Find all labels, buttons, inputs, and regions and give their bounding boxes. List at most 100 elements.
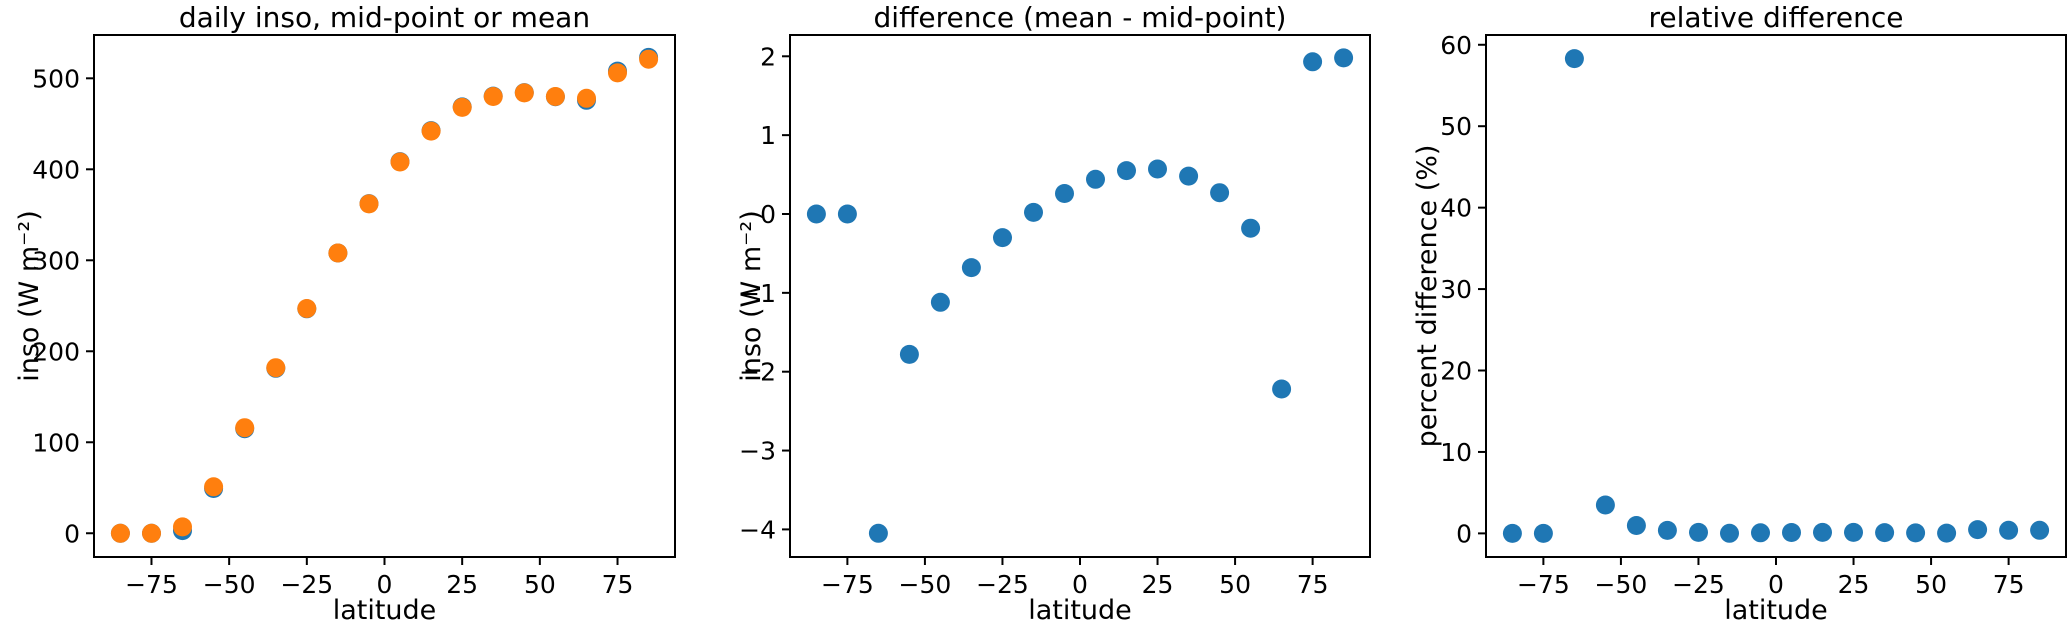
chart1-title: daily inso, mid-point or mean bbox=[178, 1, 591, 34]
data-point bbox=[961, 258, 981, 278]
y-tick-label: 50 bbox=[1440, 112, 1472, 141]
data-point bbox=[328, 243, 348, 263]
y-tick-label: 200 bbox=[32, 337, 80, 366]
x-tick-label: −25 bbox=[1672, 570, 1725, 599]
x-tick-label: −50 bbox=[899, 570, 952, 599]
data-point bbox=[266, 358, 286, 378]
data-point bbox=[1179, 166, 1199, 186]
x-tick-label: −75 bbox=[125, 570, 178, 599]
x-tick-label: 75 bbox=[602, 570, 634, 599]
data-point bbox=[1657, 520, 1677, 540]
chart2-xlabel: latitude bbox=[1028, 595, 1132, 626]
data-point bbox=[1875, 523, 1895, 543]
y-tick-label: 2 bbox=[760, 42, 776, 71]
y-tick-label: 300 bbox=[32, 246, 80, 275]
data-point bbox=[1086, 169, 1105, 189]
chart2-title: difference (mean - mid-point) bbox=[873, 1, 1287, 34]
data-point bbox=[1720, 523, 1739, 543]
series-mean bbox=[110, 47, 659, 543]
data-point bbox=[1303, 52, 1323, 72]
y-tick-label: 30 bbox=[1440, 275, 1472, 304]
y-tick-label: 0 bbox=[760, 200, 776, 229]
data-point bbox=[110, 523, 130, 543]
y-tick-label: 500 bbox=[32, 64, 80, 93]
y-tick-label: −2 bbox=[739, 358, 776, 387]
data-point bbox=[899, 344, 919, 364]
x-tick-label: 75 bbox=[1297, 570, 1329, 599]
chart3-ylabel: percent difference (%) bbox=[1412, 144, 1443, 448]
y-tick-label: 1 bbox=[760, 121, 776, 150]
data-point bbox=[390, 152, 410, 172]
data-point bbox=[1148, 159, 1167, 179]
x-tick-label: 75 bbox=[1993, 570, 2025, 599]
axes-frame bbox=[93, 34, 676, 558]
x-tick-label: −75 bbox=[1517, 570, 1570, 599]
data-point bbox=[1533, 523, 1553, 543]
data-point bbox=[452, 97, 472, 117]
x-tick-label: 50 bbox=[1219, 570, 1251, 599]
data-point bbox=[993, 228, 1012, 248]
data-point bbox=[837, 204, 857, 224]
y-tick-label: −3 bbox=[739, 437, 776, 466]
data-point bbox=[1937, 523, 1957, 543]
data-point bbox=[359, 194, 379, 214]
data-point bbox=[204, 477, 224, 497]
x-tick-label: 25 bbox=[446, 570, 478, 599]
chart3-xlabel: latitude bbox=[1724, 595, 1828, 626]
axes-frame bbox=[789, 34, 1371, 558]
data-point bbox=[608, 63, 627, 83]
x-tick-label: −50 bbox=[1595, 570, 1648, 599]
data-point bbox=[2030, 520, 2050, 540]
data-point bbox=[1813, 522, 1832, 542]
chart1-ylabel: inso (W m⁻²) bbox=[14, 210, 45, 382]
subplot-1: −75 −50 −25 0 25 50 75 0 100 200 300 400 500 bbox=[32, 34, 676, 599]
subplot-2: −75 −50 −25 0 25 50 75 −4 −3 −2 −1 0 1 2 bbox=[739, 34, 1371, 599]
y-tick-label: 10 bbox=[1440, 438, 1472, 467]
data-point bbox=[1502, 523, 1522, 543]
x-tick-label: −25 bbox=[976, 570, 1029, 599]
data-point bbox=[514, 83, 534, 103]
data-point bbox=[142, 523, 161, 543]
data-point bbox=[235, 418, 255, 438]
axes-frame bbox=[1485, 34, 2067, 558]
data-point bbox=[1241, 218, 1261, 238]
x-tick-label: −25 bbox=[280, 570, 333, 599]
data-point bbox=[545, 87, 565, 106]
data-point bbox=[1689, 522, 1708, 542]
y-tick-label: 40 bbox=[1440, 194, 1472, 223]
data-point bbox=[1999, 520, 2019, 540]
data-point bbox=[930, 292, 950, 312]
y-tick-label: −4 bbox=[739, 515, 776, 544]
data-point bbox=[1024, 202, 1043, 222]
data-point bbox=[639, 49, 659, 69]
data-point bbox=[1782, 523, 1801, 542]
y-tick-label: 0 bbox=[64, 519, 80, 548]
chart3-title: relative difference bbox=[1648, 1, 1904, 34]
data-point bbox=[1272, 379, 1292, 399]
data-point bbox=[1626, 516, 1646, 535]
y-tick-label: 100 bbox=[32, 428, 80, 457]
data-point bbox=[1844, 522, 1863, 542]
y-tick-label: 0 bbox=[1456, 519, 1472, 548]
subplot-3: −75 −50 −25 0 25 50 75 0 10 20 30 40 50 60 bbox=[1440, 31, 2067, 599]
data-point bbox=[806, 204, 826, 224]
chart2-ylabel: inso (W m⁻²) bbox=[736, 210, 767, 382]
data-point bbox=[1564, 49, 1584, 69]
data-point bbox=[1210, 183, 1230, 203]
data-point bbox=[1968, 520, 1988, 540]
y-tick-label: 60 bbox=[1440, 31, 1472, 60]
series-percent-difference bbox=[1502, 49, 2050, 543]
series-mean-mid-point bbox=[806, 48, 1354, 543]
y-tick-label: −1 bbox=[739, 279, 776, 308]
data-point bbox=[421, 121, 441, 141]
x-tick-label: −75 bbox=[821, 570, 874, 599]
data-point bbox=[1055, 184, 1074, 203]
y-tick-label: 400 bbox=[32, 155, 80, 184]
data-point bbox=[173, 517, 192, 537]
data-point bbox=[1117, 161, 1136, 181]
data-point bbox=[483, 87, 503, 106]
x-tick-label: 50 bbox=[524, 570, 556, 599]
x-tick-label: 0 bbox=[1768, 570, 1784, 599]
x-tick-label: 25 bbox=[1142, 570, 1174, 599]
